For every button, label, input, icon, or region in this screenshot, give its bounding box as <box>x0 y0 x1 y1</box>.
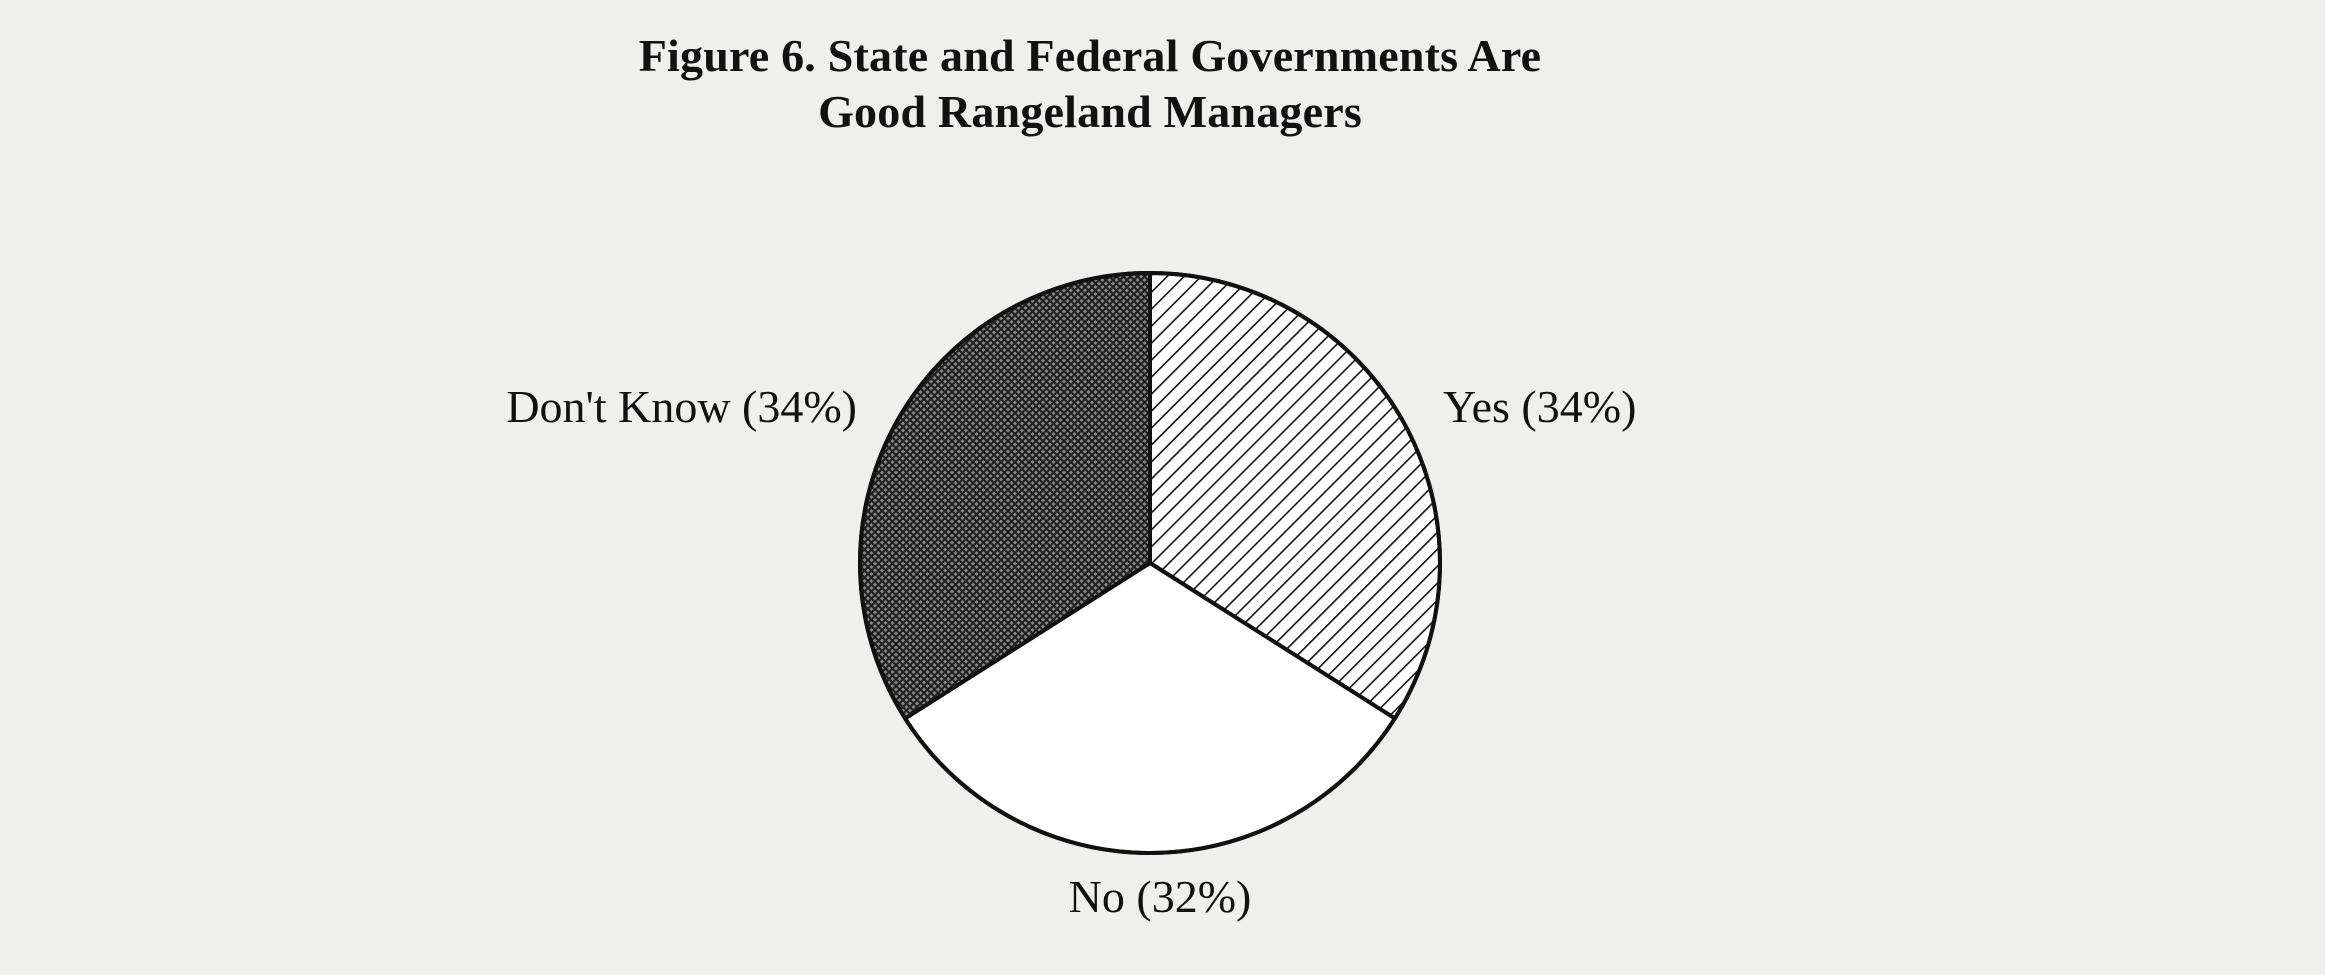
chart-title-line-1: Figure 6. State and Federal Governments … <box>638 30 1542 81</box>
chart-title-line-2: Good Rangeland Managers <box>818 86 1362 137</box>
pie-outline <box>858 271 1442 855</box>
chart-title: Figure 6. State and Federal Governments … <box>0 28 2180 140</box>
pie-label-2: Don't Know (34%) <box>506 381 857 432</box>
pie-label-1: No (32%) <box>1069 871 1252 922</box>
pie-label-0: Yes (34%) <box>1443 381 1636 432</box>
pie-labels: Yes (34%) No (32%) Don't Know (34%) <box>506 381 1636 922</box>
pie-slices <box>858 271 1442 856</box>
